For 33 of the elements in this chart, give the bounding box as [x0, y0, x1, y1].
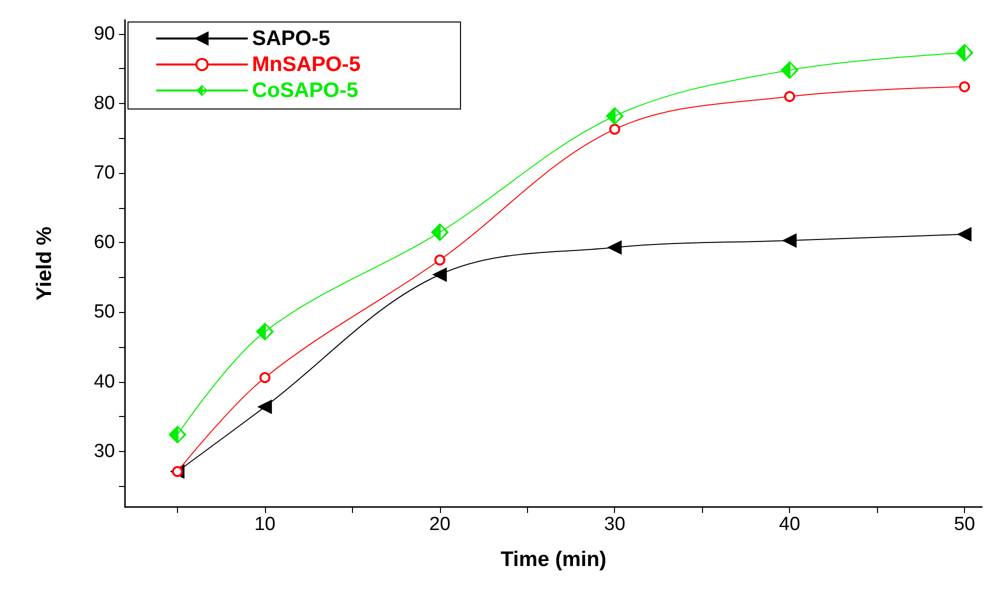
y-tick-label: 60: [94, 232, 115, 254]
x-tick-label: 50: [954, 514, 976, 535]
point: [782, 234, 797, 248]
point: [434, 254, 446, 266]
point: [608, 240, 622, 254]
point: [609, 124, 620, 135]
y-tick-label: 30: [94, 440, 115, 462]
point: [256, 322, 274, 341]
legend-label: CoSAPO-5: [252, 79, 358, 102]
point: [606, 107, 624, 126]
x-tick-label: 40: [779, 514, 800, 535]
point: [258, 400, 272, 414]
point: [784, 91, 796, 102]
y-axis-title: Yield %: [33, 226, 56, 300]
y-tick-label: 40: [94, 371, 115, 392]
point: [430, 223, 449, 242]
point: [780, 61, 799, 80]
legend-label: MnSAPO-5: [252, 53, 361, 76]
point: [956, 44, 974, 62]
y-tick-label: 70: [94, 162, 115, 184]
point: [959, 81, 970, 92]
y-tick-label: 80: [94, 92, 115, 114]
x-tick-label: 20: [429, 514, 450, 535]
x-tick-label: 10: [254, 514, 276, 535]
y-tick-label: 90: [94, 23, 115, 44]
point: [259, 372, 270, 384]
legend-label: SAPO-5: [252, 27, 331, 50]
x-axis-title: Time (min): [500, 548, 606, 571]
x-tick-label: 30: [604, 514, 626, 535]
y-tick-label: 50: [94, 302, 115, 323]
point: [168, 426, 186, 444]
point: [432, 268, 447, 282]
point: [958, 227, 972, 242]
